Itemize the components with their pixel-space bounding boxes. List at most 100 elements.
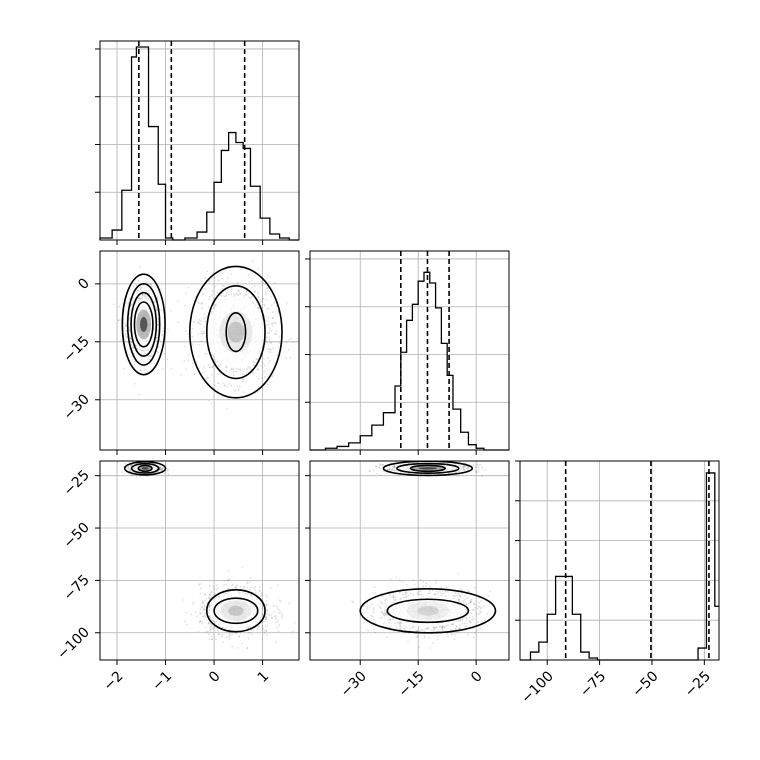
sample-point <box>122 322 125 324</box>
sample-point <box>393 465 396 467</box>
sample-point <box>380 601 383 604</box>
sample-point <box>464 601 467 603</box>
hist-panel-p2 <box>520 461 719 661</box>
sample-point <box>207 364 210 366</box>
sample-point <box>459 595 461 597</box>
sample-point <box>214 638 217 641</box>
sample-point <box>199 620 202 623</box>
sample-point <box>481 475 483 478</box>
sample-point <box>135 476 138 478</box>
sample-point <box>264 304 266 307</box>
sample-point <box>454 627 457 630</box>
sample-point <box>208 280 211 283</box>
sample-point <box>384 613 387 616</box>
sample-point <box>453 597 455 600</box>
sample-point <box>204 626 207 629</box>
sample-point <box>205 631 207 634</box>
sample-point <box>131 359 134 362</box>
sample-point <box>133 382 136 385</box>
sample-point <box>236 647 239 649</box>
sample-point <box>477 466 480 469</box>
sample-point <box>248 297 251 299</box>
sample-point <box>399 597 402 600</box>
sample-point <box>275 617 277 620</box>
sample-point <box>160 309 163 311</box>
sample-point <box>422 585 424 588</box>
sample-point <box>272 604 275 607</box>
sample-point <box>202 371 205 374</box>
sample-point <box>210 635 213 638</box>
sample-point <box>269 351 272 354</box>
sample-point <box>193 320 195 323</box>
sample-point <box>271 316 274 319</box>
sample-point <box>422 580 425 583</box>
sample-point <box>368 470 371 473</box>
sample-point <box>112 303 115 306</box>
sample-point <box>140 369 142 372</box>
sample-point <box>231 288 233 291</box>
sample-point <box>209 295 212 298</box>
sample-point <box>236 584 239 587</box>
sample-point <box>470 598 473 601</box>
sample-point <box>434 626 437 629</box>
sample-point <box>436 593 439 595</box>
sample-point <box>197 355 200 358</box>
sample-point <box>472 636 475 639</box>
sample-point <box>208 596 210 599</box>
sample-point <box>465 597 468 600</box>
sample-point <box>123 327 126 329</box>
scatter-panel-p1-p2 <box>351 461 498 649</box>
sample-point <box>452 623 455 626</box>
grid-lines <box>100 41 719 660</box>
sample-point <box>467 467 470 470</box>
sample-point <box>241 566 244 569</box>
sample-point <box>235 587 238 589</box>
sample-point <box>211 366 214 369</box>
sample-point <box>227 587 230 590</box>
sample-point <box>251 633 254 636</box>
sample-point <box>430 629 433 631</box>
sample-point <box>210 294 213 297</box>
sample-point <box>453 638 456 641</box>
sample-point <box>392 594 395 597</box>
sample-point <box>392 601 395 604</box>
sample-point <box>253 628 256 631</box>
sample-point <box>214 597 217 600</box>
sample-point <box>228 578 231 580</box>
sample-point <box>128 328 131 331</box>
sample-point <box>461 593 464 596</box>
sample-point <box>399 622 401 625</box>
sample-point <box>126 349 129 352</box>
sample-point <box>400 626 403 629</box>
sample-point <box>202 615 205 618</box>
sample-point <box>415 629 418 632</box>
sample-point <box>291 630 294 633</box>
sample-point <box>223 579 226 582</box>
sample-point <box>412 626 415 629</box>
sample-point <box>459 618 462 621</box>
sample-point <box>206 630 209 633</box>
sample-point <box>457 598 460 601</box>
sample-point <box>275 333 278 336</box>
sample-point <box>264 615 267 618</box>
sample-point <box>416 635 419 638</box>
sample-point <box>452 594 455 597</box>
sample-point <box>271 323 273 325</box>
sample-point <box>150 352 153 355</box>
sample-point <box>467 590 470 592</box>
sample-point <box>129 334 131 336</box>
sample-point <box>352 601 354 604</box>
sample-point <box>380 610 383 613</box>
sample-point <box>472 608 474 611</box>
sample-point <box>381 611 384 614</box>
sample-point <box>372 619 375 621</box>
sample-point <box>191 362 194 365</box>
sample-point <box>249 577 252 579</box>
sample-point <box>190 613 193 616</box>
sample-point <box>390 596 393 599</box>
sample-point <box>141 297 144 299</box>
sample-point <box>374 465 377 468</box>
sample-point <box>202 602 205 604</box>
sample-point <box>428 592 431 595</box>
sample-point <box>222 626 224 629</box>
